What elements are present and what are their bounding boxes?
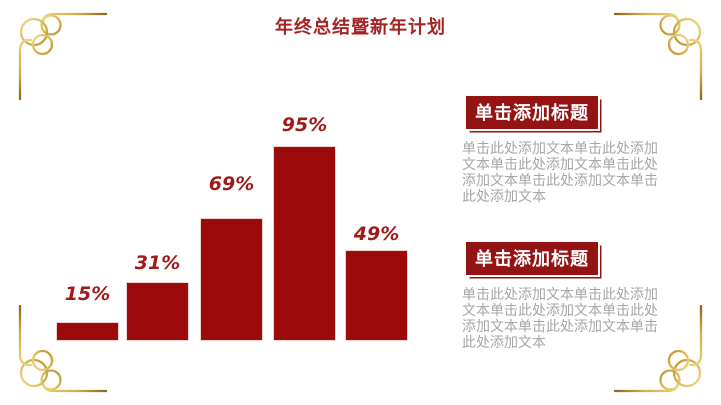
- bar-segment[interactable]: [346, 251, 407, 340]
- block-heading[interactable]: 单击添加标题: [466, 96, 598, 129]
- block-body-placeholder[interactable]: 单击此处添加文本单击此处添加文本单击此处添加文本单击此处添加文本单击此处添加文本…: [462, 140, 658, 204]
- bar-segment[interactable]: [274, 147, 335, 340]
- bar-segment[interactable]: [127, 283, 188, 340]
- text-column: 单击添加标题单击此处添加文本单击此处添加文本单击此处添加文本单击此处添加文本单击…: [462, 96, 666, 350]
- block-heading[interactable]: 单击添加标题: [466, 242, 598, 275]
- page-title: 年终总结暨新年计划: [275, 17, 446, 37]
- bar-value-label: 69%: [208, 173, 255, 195]
- bar-segment[interactable]: [201, 219, 262, 340]
- bar-value-label: 49%: [353, 223, 400, 245]
- bar-value-label: 15%: [64, 283, 111, 305]
- bar-segment[interactable]: [57, 323, 118, 340]
- text-block-1: 单击添加标题单击此处添加文本单击此处添加文本单击此处添加文本单击此处添加文本单击…: [462, 96, 666, 204]
- text-block-2: 单击添加标题单击此处添加文本单击此处添加文本单击此处添加文本单击此处添加文本单击…: [462, 242, 666, 350]
- bar-value-label: 95%: [281, 114, 328, 136]
- block-body-placeholder[interactable]: 单击此处添加文本单击此处添加文本单击此处添加文本单击此处添加文本单击此处添加文本…: [462, 286, 658, 350]
- bar-value-label: 31%: [134, 252, 181, 274]
